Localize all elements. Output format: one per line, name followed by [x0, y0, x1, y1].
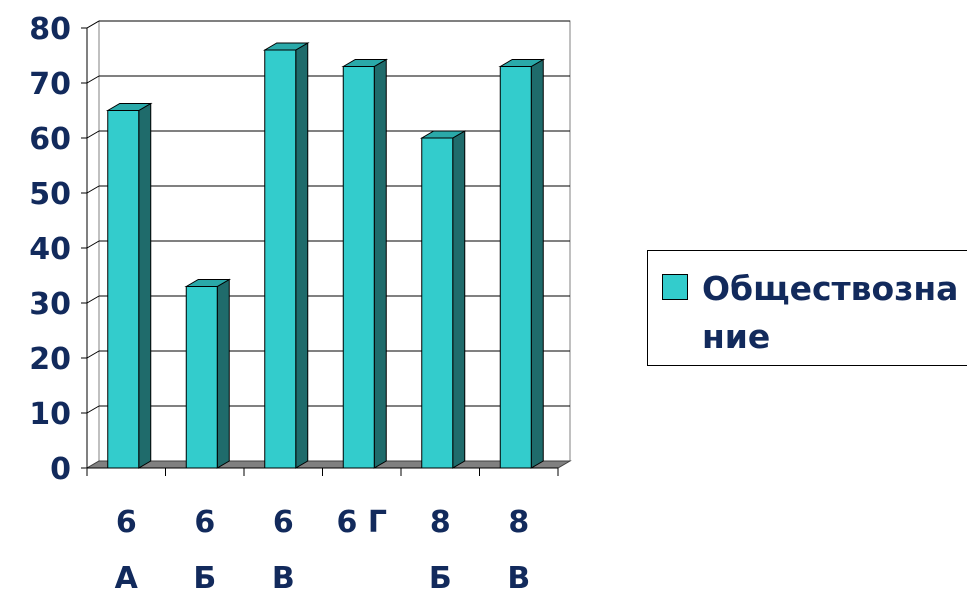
x-tick-label: Б [193, 561, 216, 590]
bar [185, 286, 218, 469]
bar-side [373, 58, 387, 469]
legend: Обществознание [647, 250, 967, 366]
x-tick-label: 6 [116, 505, 137, 540]
y-tick-label: 0 [50, 452, 71, 487]
gridline-side [86, 295, 100, 304]
x-tick-label: 6 [273, 505, 294, 540]
legend-swatch [662, 274, 688, 300]
gridline-side [86, 130, 100, 139]
bar-side [452, 130, 466, 469]
bar-side [138, 102, 152, 469]
y-tick-label: 70 [29, 67, 71, 102]
x-tick-label: 8 [508, 505, 529, 540]
y-tick-label: 80 [29, 12, 71, 47]
legend-label: Обществознание [702, 269, 959, 356]
gridline-side [86, 405, 100, 414]
gridline-side [86, 185, 100, 194]
x-tick-label: Б [429, 561, 452, 590]
x-tick-label: 6 [194, 505, 215, 540]
x-tick-label: 8 [430, 505, 451, 540]
gridline-side [86, 75, 100, 84]
y-tick-label: 10 [29, 397, 71, 432]
gridline-side [86, 20, 100, 29]
bar-side [295, 42, 309, 469]
x-tick-label: 6 Г [337, 505, 387, 540]
x-tick-label: В [507, 561, 530, 590]
bar-chart: 0 10 20 30 40 50 60 70 80 6 А 6 Б 6 В 6 Г 8 Б 8 В [29, 12, 572, 590]
bar-side [216, 278, 230, 469]
gridline-side [86, 350, 100, 359]
y-tick-label: 30 [29, 287, 71, 322]
bar [499, 66, 532, 469]
gridline-side [86, 240, 100, 249]
bar [264, 49, 297, 469]
bar-side [530, 58, 544, 469]
bar [342, 66, 375, 469]
y-tick-label: 20 [29, 342, 71, 377]
x-tick-label: В [272, 561, 295, 590]
x-tick-label: А [115, 561, 139, 590]
y-tick-label: 60 [29, 122, 71, 157]
bar [107, 110, 140, 469]
bar [421, 137, 454, 469]
y-tick-label: 50 [29, 177, 71, 212]
y-tick-label: 40 [29, 232, 71, 267]
plot-floor [85, 460, 572, 469]
